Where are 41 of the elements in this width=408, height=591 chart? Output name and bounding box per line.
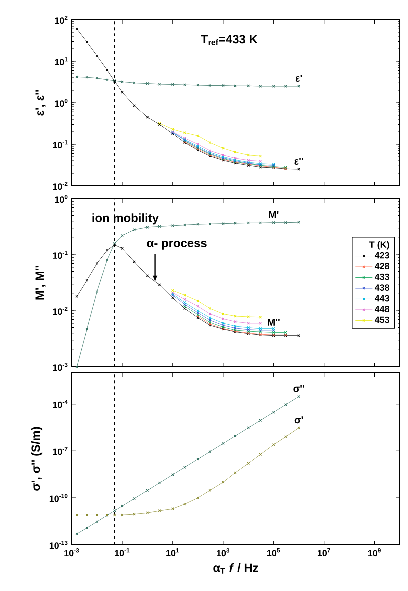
x-tick-label: 10$^{7}$ <box>318 548 330 557</box>
x-tick-label: 10$^{1}$ <box>166 548 180 557</box>
y-tick-label: 10$^{-1}$ <box>53 140 68 149</box>
y-tick-label: 10$^{-13}$ <box>50 540 68 550</box>
y-axis-title: ε', ε'' <box>36 90 46 116</box>
y-tick-label: 10$^{0}$ <box>55 194 68 204</box>
y-tick-label: 10$^{-1}$ <box>53 251 68 260</box>
y-tick-label: 10$^{-2}$ <box>53 182 68 190</box>
y-axis-title: M', M'' <box>36 266 46 300</box>
legend-label: 448 <box>374 306 390 312</box>
legend-title: T (K) <box>369 241 390 250</box>
legend-label: 453 <box>374 316 390 324</box>
annotation: ion mobility <box>92 214 159 225</box>
annotation: ε'' <box>294 158 304 165</box>
annotation: T$_{ref}$=433 K <box>201 35 258 46</box>
y-tick-label: 10$^{-3}$ <box>53 362 68 372</box>
y-tick-label: 10$^{-10}$ <box>50 494 68 502</box>
legend-label: 443 <box>374 295 390 302</box>
annotation: M' <box>269 211 279 218</box>
y-tick-label: 10$^{1}$ <box>55 57 68 66</box>
legend-label: 423 <box>374 252 390 259</box>
x-tick-label: 10$^{3}$ <box>217 548 230 557</box>
y-axis-title: σ', σ'' (S/m) <box>31 427 43 491</box>
annotation: α- process <box>147 240 207 250</box>
y-tick-label: 10$^{-4}$ <box>53 400 68 408</box>
legend-label: 438 <box>374 284 390 291</box>
x-axis-title: α$_{T}$ f / Hz <box>214 563 258 574</box>
annotation: M'' <box>268 319 280 326</box>
annotation: σ'' <box>294 385 304 392</box>
annotation: ε' <box>296 75 302 82</box>
annotation: σ' <box>294 416 304 424</box>
legend-label: 433 <box>374 274 390 280</box>
y-tick-label: 10$^{2}$ <box>55 16 68 24</box>
y-tick-label: 10$^{-7}$ <box>53 447 68 456</box>
y-tick-label: 10$^{-2}$ <box>53 306 68 316</box>
y-tick-label: 10$^{0}$ <box>55 98 68 108</box>
x-tick-label: 10$^{5}$ <box>268 548 280 557</box>
x-tick-label: 10$^{9}$ <box>368 548 381 557</box>
x-tick-label: 10$^{-3}$ <box>64 548 80 557</box>
legend-label: 428 <box>374 263 390 270</box>
x-tick-label: 10$^{-1}$ <box>115 548 130 557</box>
